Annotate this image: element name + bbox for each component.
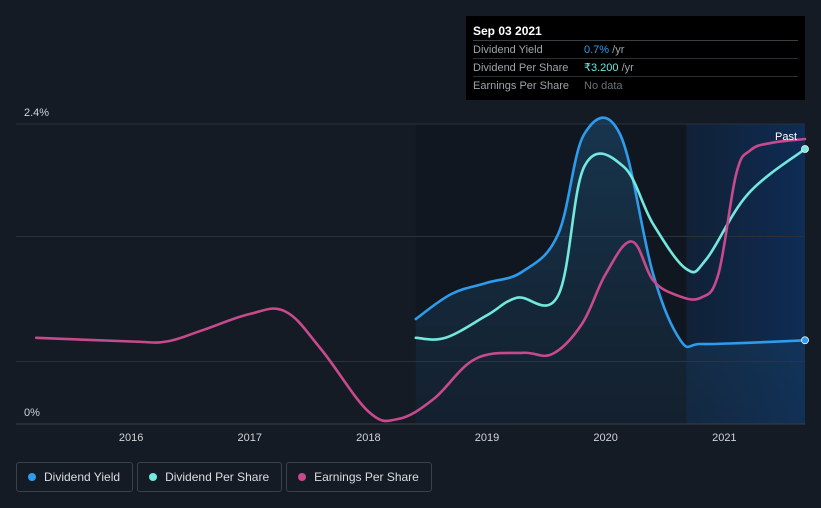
x-tick-label: 2017 — [237, 432, 261, 444]
tooltip-number: 0.7% — [584, 44, 610, 56]
legend-item-dividend-yield[interactable]: Dividend Yield — [16, 462, 134, 492]
legend-dot-icon — [298, 473, 307, 481]
legend-label: Dividend Per Share — [165, 470, 270, 484]
legend-item-dividend-per-share[interactable]: Dividend Per Share — [137, 462, 283, 492]
tooltip-label: Earnings Per Share — [473, 80, 569, 92]
tooltip-value: 0.7% /yr — [584, 42, 624, 58]
tooltip-unit: /yr — [618, 62, 634, 74]
x-tick-label: 2020 — [593, 432, 617, 444]
tooltip-number: ₹3.200 — [584, 62, 619, 74]
legend-label: Dividend Yield — [44, 470, 121, 484]
dividend-per-share-end-point[interactable] — [801, 145, 809, 153]
tooltip-date: Sep 03 2021 — [473, 22, 798, 41]
dividend-per-share-line — [414, 147, 807, 341]
tooltip-value: ₹3.200 /yr — [584, 60, 634, 76]
earnings-per-share-line — [34, 137, 807, 423]
x-tick-label: 2019 — [475, 432, 499, 444]
tooltip-unit: /yr — [609, 44, 625, 56]
dividend-yield-line — [414, 116, 807, 349]
tooltip-row-dividend-yield: Dividend Yield 0.7% /yr — [473, 42, 798, 59]
y-axis-top-label: 2.4% — [24, 107, 49, 119]
dividend-yield-end-point[interactable] — [801, 336, 809, 345]
tooltip: Sep 03 2021 Dividend Yield 0.7% /yr Divi… — [466, 16, 805, 100]
x-tick-label: 2018 — [356, 432, 380, 444]
tooltip-value: No data — [584, 80, 623, 92]
tooltip-label: Dividend Per Share — [473, 62, 569, 74]
legend-dot-icon — [28, 473, 36, 481]
tooltip-label: Dividend Yield — [473, 44, 543, 56]
tooltip-row-earnings-per-share: Earnings Per Share No data — [473, 78, 798, 94]
legend-dot-icon — [149, 473, 158, 481]
legend: Dividend Yield Dividend Per Share Earnin… — [16, 462, 436, 492]
dividend-yield-area — [415, 117, 805, 424]
past-label: Past — [775, 131, 797, 143]
y-axis-bottom-label: 0% — [24, 407, 40, 419]
x-tick-label: 2021 — [712, 432, 736, 444]
x-tick-label: 2016 — [119, 432, 143, 444]
legend-item-earnings-per-share[interactable]: Earnings Per Share — [286, 462, 432, 492]
tooltip-row-dividend-per-share: Dividend Per Share ₹3.200 /yr — [473, 60, 798, 77]
legend-label: Earnings Per Share — [314, 470, 419, 484]
